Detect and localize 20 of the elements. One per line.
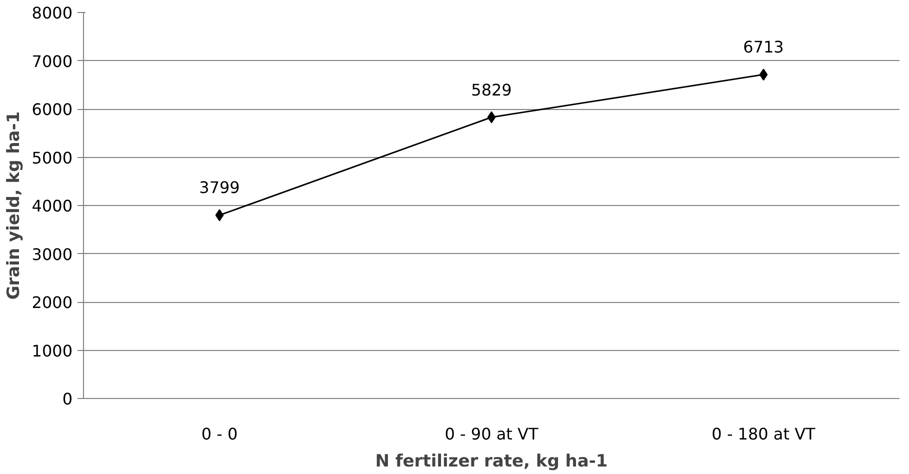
y-tick-label: 0 [62,390,73,408]
x-tick-label: 0 - 90 at VT [444,424,538,444]
y-axis-title: Grain yield, kg ha-1 [4,111,24,300]
x-tick-label: 0 - 0 [201,424,238,444]
data-label: 5829 [471,80,512,100]
point [759,68,768,81]
data-label: 3799 [199,178,240,198]
x-tick-label: 0 - 180 at VT [712,424,816,444]
y-tick-label: 4000 [32,196,72,216]
point [215,209,224,222]
x-axis-title: N fertilizer rate, kg ha-1 [375,452,608,472]
y-tick-label: 8000 [32,4,72,22]
point [487,111,496,124]
y-tick-label: 1000 [32,341,72,360]
data-label: 6713 [743,38,784,57]
y-tick-label: 3000 [32,244,72,264]
y-tick-label: 2000 [32,293,72,312]
y-tick-label: 6000 [32,100,72,119]
y-tick-label: 7000 [32,52,72,71]
y-tick-label: 5000 [32,148,72,168]
